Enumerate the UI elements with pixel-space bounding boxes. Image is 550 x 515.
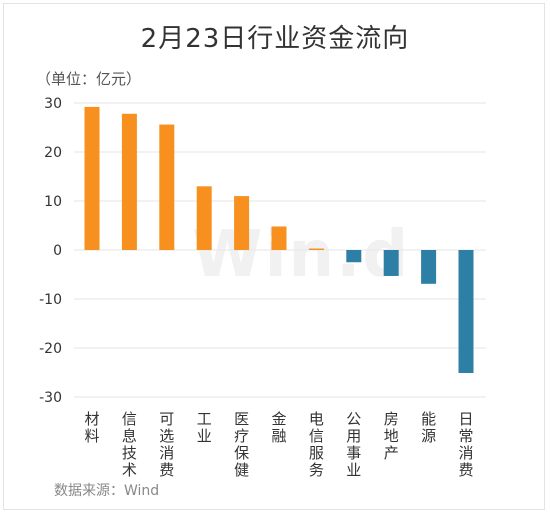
bar-2: [159, 124, 175, 250]
y-tick-label: 20: [44, 145, 62, 161]
y-tick-label: 30: [44, 96, 62, 112]
bar-3: [196, 186, 212, 250]
bar-4: [234, 196, 250, 250]
y-tick-label: -30: [39, 390, 62, 406]
x-tick-label: 房地产: [384, 410, 399, 462]
x-axis-labels: 材料 信息技术 可选消费 工业 医疗保健 金融 电信服务 公用事业 房地产 能源 日常消费: [84, 410, 473, 479]
x-tick-label: 可选消费: [159, 410, 174, 479]
bar-10: [458, 250, 474, 373]
bar-8: [383, 250, 399, 276]
y-axis-ticks: 30 20 10 0 -10 -20 -30: [39, 96, 62, 406]
bar-5: [271, 226, 287, 250]
chart-frame: [3, 3, 545, 510]
x-tick-label: 材料: [84, 410, 99, 445]
bar-0: [84, 106, 100, 250]
x-tick-label: 电信服务: [309, 410, 324, 479]
chart-title: 2月23日行业资金流向: [140, 24, 410, 54]
y-tick-label: 0: [53, 243, 62, 259]
x-tick-label: 工业: [197, 410, 212, 445]
bar-7: [346, 250, 362, 263]
bars: [84, 106, 474, 373]
unit-label: （单位：亿元）: [36, 70, 142, 88]
data-source: 数据来源：Wind: [54, 483, 160, 499]
x-tick-label: 医疗保健: [234, 410, 249, 479]
bar-6: [308, 248, 324, 250]
bar-1: [121, 113, 137, 250]
bar-9: [421, 250, 437, 284]
x-tick-label: 信息技术: [122, 410, 137, 479]
x-tick-label: 日常消费: [458, 410, 473, 479]
y-tick-label: 10: [44, 194, 62, 210]
x-tick-label: 公用事业: [346, 410, 361, 479]
x-tick-label: 能源: [421, 410, 436, 445]
y-tick-label: -20: [39, 341, 62, 357]
y-tick-label: -10: [39, 292, 62, 308]
wind-watermark: Win.d: [192, 218, 411, 292]
x-tick-label: 金融: [271, 410, 286, 445]
